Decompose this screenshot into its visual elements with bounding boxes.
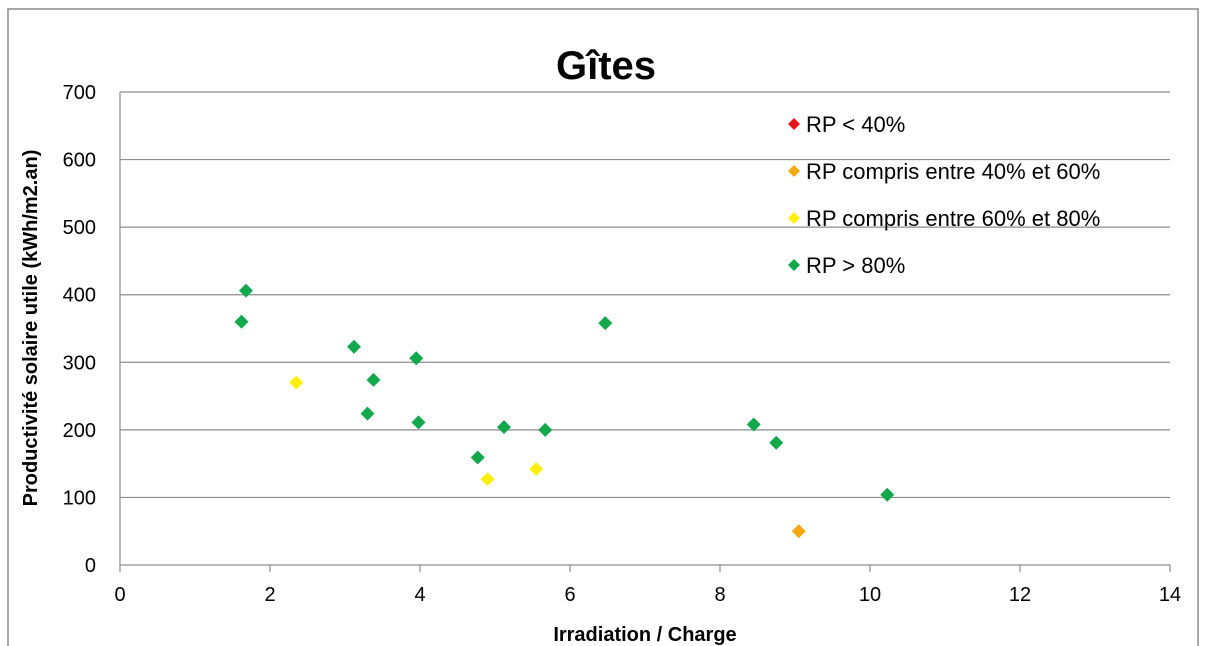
legend-marker-3 bbox=[788, 259, 800, 271]
data-point-series-3-5 bbox=[409, 351, 424, 366]
x-tick-label: 8 bbox=[714, 584, 725, 606]
legend: RP < 40% RP compris entre 40% et 60% RP co… bbox=[788, 112, 1100, 278]
x-tick-labels: 0 2 4 6 8 10 12 14 bbox=[114, 565, 1181, 606]
gridlines bbox=[120, 91, 1170, 499]
y-tick-label: 0 bbox=[85, 555, 96, 577]
x-axis-title: Irradiation / Charge bbox=[553, 624, 736, 646]
data-point-series-3-6 bbox=[411, 415, 426, 430]
data-point-series-3-12 bbox=[769, 435, 784, 450]
legend-label-3: RP > 80% bbox=[806, 253, 905, 278]
data-point-series-2-2 bbox=[529, 462, 544, 477]
data-point-series-3-0 bbox=[234, 314, 249, 329]
data-point-series-3-11 bbox=[746, 417, 761, 432]
y-tick-label: 500 bbox=[63, 217, 96, 239]
data-point-series-3-2 bbox=[347, 339, 361, 354]
data-points bbox=[234, 283, 895, 539]
legend-label-0: RP < 40% bbox=[806, 112, 905, 137]
data-point-series-3-7 bbox=[470, 450, 485, 465]
data-point-series-2-0 bbox=[289, 375, 304, 390]
legend-label-1: RP compris entre 40% et 60% bbox=[806, 159, 1100, 184]
x-tick-label: 2 bbox=[264, 584, 275, 606]
y-tick-label: 400 bbox=[63, 285, 96, 307]
y-tick-label: 600 bbox=[63, 150, 96, 172]
data-point-series-2-1 bbox=[480, 472, 495, 487]
x-tick-label: 0 bbox=[114, 584, 125, 606]
data-point-series-3-10 bbox=[598, 316, 613, 331]
x-tick-label: 12 bbox=[1009, 584, 1031, 606]
legend-label-2: RP compris entre 60% et 80% bbox=[806, 206, 1100, 231]
x-tick-label: 4 bbox=[414, 584, 425, 606]
data-point-series-3-1 bbox=[239, 283, 253, 298]
data-point-series-3-13 bbox=[880, 487, 895, 502]
data-point-series-3-3 bbox=[360, 406, 375, 421]
y-axis-title: Productivité solaire utile (kWh/m2.an) bbox=[20, 150, 42, 507]
data-point-series-1-0 bbox=[791, 524, 806, 539]
data-point-series-3-4 bbox=[366, 372, 381, 387]
legend-marker-1 bbox=[788, 165, 800, 177]
legend-marker-2 bbox=[788, 212, 800, 224]
y-tick-label: 300 bbox=[63, 352, 96, 374]
x-tick-label: 6 bbox=[564, 584, 575, 606]
chart-title: Gîtes bbox=[556, 44, 656, 88]
legend-marker-0 bbox=[788, 118, 800, 130]
data-point-series-3-9 bbox=[538, 422, 553, 437]
y-tick-label: 200 bbox=[63, 420, 96, 442]
y-tick-label: 100 bbox=[63, 487, 96, 509]
x-tick-label: 10 bbox=[859, 584, 881, 606]
y-tick-label: 700 bbox=[63, 82, 96, 104]
data-point-series-3-8 bbox=[497, 420, 511, 435]
x-tick-label: 14 bbox=[1159, 584, 1181, 606]
y-tick-labels: 0 100 200 300 400 500 600 700 bbox=[63, 82, 96, 577]
